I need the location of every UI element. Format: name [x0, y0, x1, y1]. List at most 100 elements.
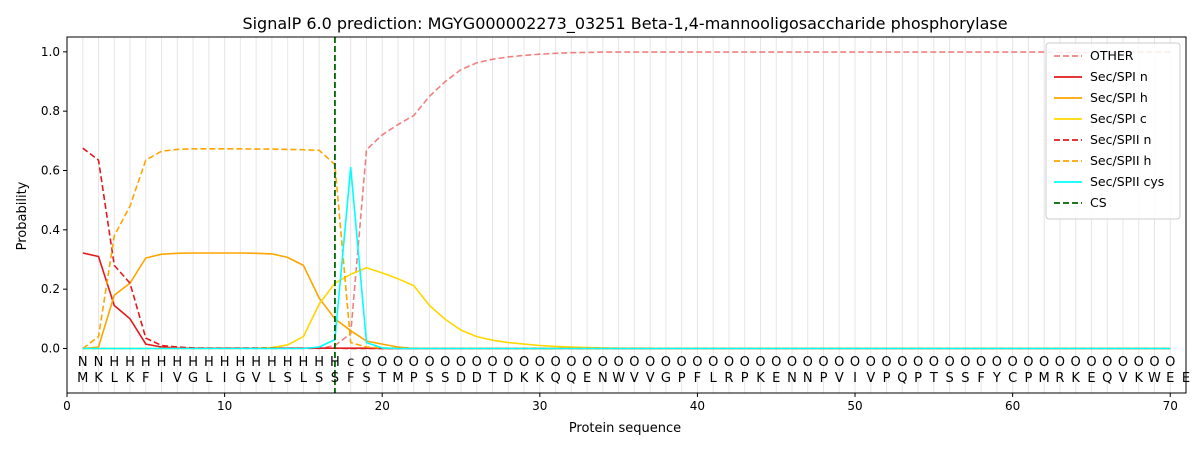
sequence-residue: K: [536, 371, 545, 386]
region-label: O: [771, 355, 781, 370]
region-label: O: [550, 355, 560, 370]
sequence-residue: F: [142, 371, 149, 386]
region-label: O: [1165, 355, 1175, 370]
y-tick-label: 0.2: [41, 282, 60, 296]
legend-label: Sec/SPI h: [1090, 90, 1148, 105]
region-label: H: [109, 355, 119, 370]
sequence-residue: S: [284, 371, 292, 386]
legend-label: CS: [1090, 195, 1107, 210]
y-tick-label: 1.0: [41, 45, 60, 59]
x-tick-label: 60: [1005, 399, 1020, 413]
region-label: O: [1134, 355, 1144, 370]
region-label: O: [818, 355, 828, 370]
region-label: O: [566, 355, 576, 370]
sequence-residue: G: [188, 371, 198, 386]
sequence-residue: L: [300, 371, 308, 386]
sequence-residue: I: [853, 371, 857, 386]
region-label: O: [976, 355, 986, 370]
y-tick-label: 0.4: [41, 223, 60, 237]
region-label: O: [645, 355, 655, 370]
sequence-residue: S: [362, 371, 370, 386]
sequence-residue: P: [741, 371, 749, 386]
region-label: O: [913, 355, 923, 370]
sequence-residue: I: [223, 371, 227, 386]
sequence-residue: K: [1071, 371, 1080, 386]
region-label: O: [1071, 355, 1081, 370]
x-axis-label: Protein sequence: [569, 421, 681, 436]
sequence-residue: E: [1087, 371, 1095, 386]
legend-label: OTHER: [1090, 48, 1134, 63]
y-tick-label: 0.8: [41, 104, 60, 118]
region-label: O: [1055, 355, 1065, 370]
sequence-residue: W: [612, 371, 625, 386]
region-label: O: [708, 355, 718, 370]
region-label: O: [519, 355, 529, 370]
region-label: O: [724, 355, 734, 370]
sequence-residue: K: [126, 371, 135, 386]
region-label: O: [929, 355, 939, 370]
sequence-residue: S: [961, 371, 969, 386]
region-label: O: [992, 355, 1002, 370]
sequence-residue: E: [1166, 371, 1174, 386]
region-label: O: [440, 355, 450, 370]
axes-ticks: 0 10 20 30 40 50 60 70 0.0 0.2 0.4 0.6 0.8 1.0: [41, 45, 1178, 413]
region-label: H: [188, 355, 198, 370]
region-label: H: [172, 355, 182, 370]
region-label: N: [94, 355, 104, 370]
x-tick-label: 20: [375, 399, 390, 413]
region-label: H: [267, 355, 277, 370]
sequence-residue: S: [315, 371, 323, 386]
x-tick-label: 0: [63, 399, 71, 413]
y-axis-label: Probability: [15, 181, 30, 250]
sequence-residue: V: [866, 371, 875, 386]
sequence-residue: K: [520, 371, 529, 386]
region-label: O: [850, 355, 860, 370]
region-label: O: [944, 355, 954, 370]
region-label: O: [661, 355, 671, 370]
sequence-residue: N: [803, 371, 813, 386]
region-label: O: [1039, 355, 1049, 370]
sequence-residue: E: [772, 371, 780, 386]
sequence-residue: F: [347, 371, 354, 386]
region-label: O: [1118, 355, 1128, 370]
sequence-residue: Q: [566, 371, 576, 386]
region-label: O: [472, 355, 482, 370]
region-label: O: [424, 355, 434, 370]
sequence-residue: G: [235, 371, 245, 386]
x-tick-label: 30: [532, 399, 547, 413]
region-label: O: [629, 355, 639, 370]
sequence-residue: D: [456, 371, 466, 386]
region-label: O: [1149, 355, 1159, 370]
sequence-residue: E: [583, 371, 591, 386]
region-label: O: [1008, 355, 1018, 370]
sequence-residue: S: [945, 371, 953, 386]
region-label: O: [866, 355, 876, 370]
sequence-residue: D: [503, 371, 513, 386]
sequence-residue: L: [710, 371, 718, 386]
sequence-residue: P: [883, 371, 891, 386]
region-label: O: [960, 355, 970, 370]
sequence-residue: L: [205, 371, 213, 386]
legend-label: Sec/SPI n: [1090, 69, 1148, 84]
grid: [82, 37, 1187, 393]
region-label: H: [157, 355, 167, 370]
sequence-residue: F: [694, 371, 701, 386]
legend-label: Sec/SPII h: [1090, 153, 1151, 168]
region-label: H: [299, 355, 309, 370]
region-label: N: [78, 355, 88, 370]
sequence-residue: L: [268, 371, 276, 386]
sequence-residue: V: [173, 371, 182, 386]
y-tick-label: 0.0: [41, 342, 60, 356]
region-label: O: [377, 355, 387, 370]
region-label: O: [834, 355, 844, 370]
sequence-residue: V: [646, 371, 655, 386]
region-label: H: [283, 355, 293, 370]
region-label: O: [677, 355, 687, 370]
region-label: H: [125, 355, 135, 370]
sequence-residue: N: [787, 371, 797, 386]
y-tick-label: 0.6: [41, 164, 60, 178]
region-label: O: [755, 355, 765, 370]
